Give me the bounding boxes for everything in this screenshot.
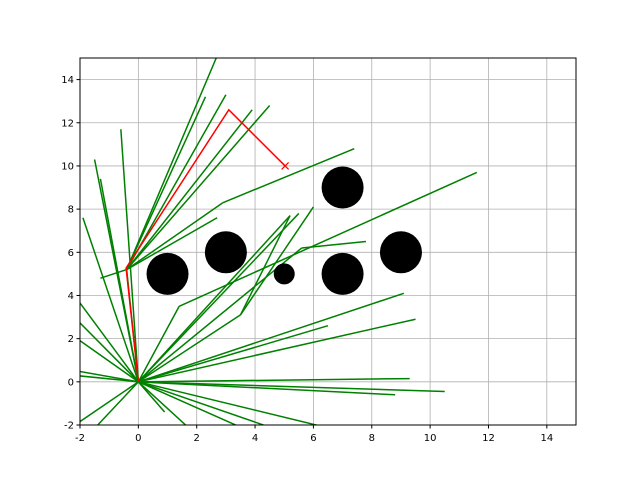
x-tick-label: 10 <box>424 433 437 444</box>
x-tick-label: -2 <box>75 433 85 444</box>
y-tick-label: 6 <box>68 248 74 259</box>
obstacle <box>273 263 295 285</box>
obstacle <box>146 252 189 295</box>
x-tick-label: 0 <box>135 433 141 444</box>
x-tick-label: 2 <box>194 433 200 444</box>
tree-edge <box>125 58 218 270</box>
tree-edge <box>126 217 218 271</box>
y-tick-label: 0 <box>68 377 74 388</box>
tree-edge <box>138 381 320 425</box>
x-tick-label: 8 <box>369 433 375 444</box>
tree-edge <box>137 305 180 383</box>
tree-edge <box>125 96 207 270</box>
axes-frame <box>79 57 577 426</box>
tree-edge <box>126 202 224 271</box>
x-tick-label: 14 <box>540 433 553 444</box>
tree-edge <box>82 217 140 383</box>
y-tick-label: 10 <box>61 161 74 172</box>
tree-edge <box>222 147 355 204</box>
tree-edge <box>126 105 271 271</box>
tree-edge <box>137 212 300 383</box>
tree-edge <box>80 381 139 423</box>
tree-edge <box>178 171 478 307</box>
tree-edge <box>138 324 329 383</box>
y-tick-label: 14 <box>61 75 74 86</box>
x-tick-label: 12 <box>482 433 495 444</box>
tree-edge <box>137 215 291 383</box>
tree-edge <box>99 178 140 382</box>
y-tick-label: 4 <box>68 291 74 302</box>
tree-edge <box>96 381 139 425</box>
y-tick-label: 2 <box>68 334 74 345</box>
tree-edge <box>301 240 367 249</box>
obstacle <box>321 166 364 209</box>
tree-edge <box>239 206 315 316</box>
tree-edge <box>120 129 140 382</box>
x-tick-label: 4 <box>252 433 258 444</box>
y-tick-label: 12 <box>61 118 74 129</box>
tree-edge <box>138 318 416 383</box>
obstacle <box>204 231 247 274</box>
tree-edge <box>138 381 266 425</box>
tree-edge <box>239 215 291 316</box>
plot <box>80 58 478 425</box>
tree-edge <box>138 381 238 425</box>
obstacle <box>379 231 422 274</box>
tree-edge <box>138 292 405 383</box>
tree-edge <box>138 377 410 383</box>
tree-edge <box>137 381 187 425</box>
path-line <box>125 108 286 382</box>
tree-edge <box>137 381 166 413</box>
y-tick-label: -2 <box>64 421 74 432</box>
tree-edge <box>80 375 139 383</box>
tree-edge <box>100 268 127 279</box>
y-tick-label: 8 <box>68 205 74 216</box>
tree-edge <box>137 314 241 383</box>
tree-edge <box>126 109 253 271</box>
ticks: -2 0 2 4 6 8 10 12 14 -2 0 2 4 6 8 10 12 14 <box>61 75 553 444</box>
obstacle <box>321 252 364 295</box>
tree-edge <box>80 339 139 383</box>
tree-edge <box>80 370 139 383</box>
plot-area <box>80 58 576 425</box>
tree-edge <box>138 381 445 393</box>
tree-edge <box>80 301 139 383</box>
tree-edge <box>138 381 396 396</box>
x-tick-label: 6 <box>310 433 316 444</box>
tree-edge <box>80 321 139 383</box>
goal-marker <box>281 162 290 170</box>
